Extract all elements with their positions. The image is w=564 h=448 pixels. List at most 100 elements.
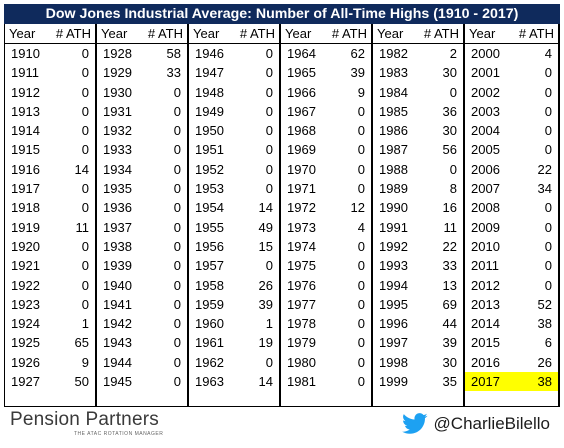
ath-count-cell: 0	[81, 296, 89, 312]
table-row: 1985 36	[373, 102, 463, 121]
ath-count-cell: 14	[258, 374, 273, 390]
table-row: 1979 0	[281, 333, 371, 352]
ath-count-cell: 0	[265, 181, 273, 197]
table-row: 1978 0	[281, 314, 371, 333]
year-cell: 1995	[379, 296, 408, 312]
table-row: 1982 2	[373, 44, 463, 63]
ath-count-cell: 0	[81, 258, 89, 274]
ath-count-cell: 0	[265, 258, 273, 274]
ath-count-cell: 0	[544, 84, 552, 100]
year-cell: 1914	[11, 123, 40, 139]
ath-count-cell: 0	[449, 84, 457, 100]
ath-count-cell: 0	[357, 374, 365, 390]
year-cell: 1962	[195, 354, 224, 370]
table-row: 1925 65	[5, 333, 95, 352]
ath-count-cell: 58	[166, 46, 181, 61]
year-cell: 1982	[379, 46, 408, 61]
ath-count-cell: 0	[81, 181, 89, 197]
year-cell: 1985	[379, 103, 408, 119]
table-row: 1910 0	[5, 44, 95, 63]
table-row: 1941 0	[97, 295, 187, 314]
table-row: 1976 0	[281, 276, 371, 295]
ath-count-cell: 0	[173, 200, 181, 216]
ath-count-cell: 26	[537, 354, 552, 370]
ath-count-cell: 0	[357, 258, 365, 274]
table-row: 1962 0	[189, 353, 279, 372]
ath-count-cell: 0	[265, 161, 273, 177]
ath-count-cell: 0	[173, 238, 181, 254]
table-row: 1926 9	[5, 353, 95, 372]
ath-count-cell: 35	[442, 374, 457, 390]
table-row: 2007 34	[465, 179, 558, 198]
table-row: 1965 39	[281, 63, 371, 82]
ath-count-cell: 0	[81, 142, 89, 158]
table-row: 1936 0	[97, 198, 187, 217]
year-cell: 1976	[287, 277, 316, 293]
table-row: 1963 14	[189, 372, 279, 391]
ath-count-cell: 0	[357, 277, 365, 293]
year-cell: 1917	[11, 181, 40, 197]
ath-count-cell: 0	[81, 103, 89, 119]
year-cell: 1956	[195, 238, 224, 254]
table-row: 1939 0	[97, 256, 187, 275]
header-year: Year	[101, 26, 128, 41]
header-ath: # ATH	[423, 26, 459, 41]
ath-count-cell: 0	[544, 123, 552, 139]
ath-count-cell: 0	[357, 296, 365, 312]
table-row: 1928 58	[97, 44, 187, 63]
year-cell: 1986	[379, 123, 408, 139]
year-cell: 1934	[103, 161, 132, 177]
table-row: 1913 0	[5, 102, 95, 121]
year-cell: 2012	[471, 277, 500, 293]
ath-count-cell: 0	[81, 84, 89, 100]
table-row: 2010 0	[465, 237, 558, 256]
ath-count-cell: 0	[357, 181, 365, 197]
header-year: Year	[285, 26, 312, 41]
year-cell: 1929	[103, 65, 132, 81]
ath-count-cell: 14	[74, 161, 89, 177]
ath-count-cell: 38	[537, 316, 552, 332]
column-header: Year # ATH	[281, 24, 371, 44]
table-row: 1992 22	[373, 237, 463, 256]
table-row: 2003 0	[465, 102, 558, 121]
year-cell: 2009	[471, 219, 500, 235]
table-row: 1973 4	[281, 218, 371, 237]
year-cell: 1923	[11, 296, 40, 312]
year-cell: 1924	[11, 316, 40, 332]
header-year: Year	[9, 26, 36, 41]
table-row: 1919 11	[5, 218, 95, 237]
table-row: 1967 0	[281, 102, 371, 121]
year-cell: 2006	[471, 161, 500, 177]
ath-count-cell: 0	[81, 123, 89, 139]
table-row: 1951 0	[189, 140, 279, 159]
ath-count-cell: 0	[173, 277, 181, 293]
year-cell: 2002	[471, 84, 500, 100]
column-header: Year # ATH	[5, 24, 95, 44]
year-cell: 2011	[471, 258, 499, 274]
ath-count-cell: 38	[537, 374, 552, 390]
year-cell: 1980	[287, 354, 316, 370]
table-row: 2006 22	[465, 160, 558, 179]
table-row: 1916 14	[5, 160, 95, 179]
table-column: Year # ATH 1964 62 1965 39 1966 9 1967 0 1968 0 1969…	[281, 24, 373, 406]
ath-count-cell: 4	[357, 219, 365, 235]
table-row: 1970 0	[281, 160, 371, 179]
column-header: Year # ATH	[189, 24, 279, 44]
year-cell: 1993	[379, 258, 408, 274]
ath-count-cell: 0	[544, 200, 552, 216]
year-cell: 1922	[11, 277, 40, 293]
year-cell: 1918	[11, 200, 40, 216]
year-cell: 1973	[287, 219, 316, 235]
table-row: 1943 0	[97, 333, 187, 352]
table-row: 1915 0	[5, 140, 95, 159]
ath-count-cell: 0	[357, 161, 365, 177]
table-column: Year # ATH 2000 4 2001 0 2002 0 2003 0 2004 0 2005 0 2…	[465, 24, 560, 406]
year-cell: 1931	[103, 103, 132, 119]
header-ath: # ATH	[239, 26, 275, 41]
table-row: 1997 39	[373, 333, 463, 352]
table-row: 1912 0	[5, 83, 95, 102]
twitter-handle[interactable]: @CharlieBilello	[433, 414, 550, 433]
table-row: 1920 0	[5, 237, 95, 256]
year-cell: 1946	[195, 46, 224, 61]
table-row: 2012 0	[465, 276, 558, 295]
